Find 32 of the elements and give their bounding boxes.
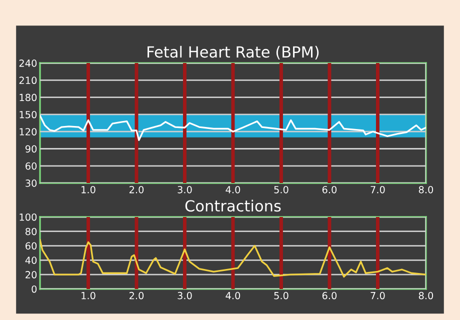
x-tick-label: 4.0 <box>226 186 240 194</box>
y-tick-label: 150 <box>20 110 37 118</box>
chart-title: Contractions <box>185 200 281 212</box>
x-tick-label: 7.0 <box>370 292 385 300</box>
y-tick-label: 240 <box>19 60 37 67</box>
x-tick-label: 2.0 <box>129 186 144 194</box>
y-tick-label: 40 <box>25 256 37 264</box>
y-tick-label: 30 <box>26 180 37 187</box>
y-tick-label: 0 <box>32 285 37 293</box>
y-tick-label: 180 <box>20 94 37 102</box>
y-tick-label: 60 <box>26 242 37 250</box>
x-tick-label: 1.0 <box>82 292 96 300</box>
x-tick-label: 2.0 <box>129 292 144 300</box>
x-tick-label: 8.0 <box>418 186 434 194</box>
x-tick-label: 4.0 <box>226 292 240 300</box>
x-tick-label: 5.0 <box>274 292 288 300</box>
x-tick-label: 5.0 <box>274 186 288 194</box>
x-tick-label: 3.0 <box>178 186 192 194</box>
x-tick-label: 3.0 <box>178 292 192 300</box>
y-tick-label: 90 <box>25 145 37 153</box>
y-tick-label: 80 <box>26 228 37 236</box>
y-tick-label: 210 <box>19 76 37 84</box>
y-tick-label: 60 <box>26 162 37 170</box>
y-tick-label: 20 <box>26 271 37 278</box>
x-tick-label: 1.0 <box>82 186 96 194</box>
y-tick-label: 100 <box>20 213 37 221</box>
x-tick-label: 7.0 <box>370 186 385 194</box>
x-tick-label: 6.0 <box>322 292 337 300</box>
chart-title: Fetal Heart Rate (BPM) <box>148 46 319 60</box>
x-tick-label: 8.0 <box>418 292 434 300</box>
x-tick-label: 6.0 <box>322 186 337 194</box>
y-tick-label: 120 <box>20 128 37 136</box>
